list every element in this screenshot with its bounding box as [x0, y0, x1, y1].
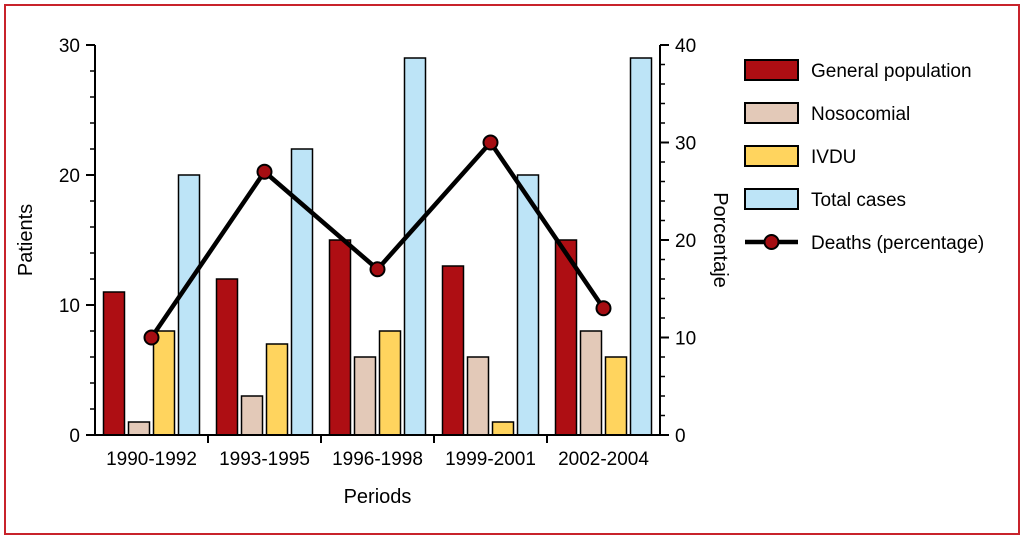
- deaths-marker: [595, 300, 612, 317]
- legend-label: Deaths (percentage): [811, 233, 984, 254]
- bar: [152, 330, 176, 436]
- legend-item: [744, 102, 799, 124]
- chart-text: 10: [59, 296, 80, 317]
- deaths-marker: [482, 134, 499, 151]
- bar: [441, 265, 465, 436]
- legend-label: Total cases: [811, 190, 906, 211]
- bar: [466, 356, 490, 436]
- legend-label: IVDU: [811, 147, 856, 168]
- bar: [579, 330, 603, 436]
- bar: [378, 330, 402, 436]
- legend-item: [745, 234, 798, 250]
- chart-text: 0: [69, 426, 80, 447]
- legend-swatch: [744, 188, 799, 210]
- chart-text: 10: [675, 329, 696, 350]
- chart-text: 30: [675, 134, 696, 155]
- bar: [240, 395, 264, 436]
- bar: [491, 421, 515, 436]
- chart-text: 20: [59, 166, 80, 187]
- bar: [127, 421, 151, 436]
- legend-item: [744, 188, 799, 210]
- axes: [86, 44, 669, 443]
- chart-text: 40: [675, 36, 696, 57]
- bar: [554, 239, 578, 436]
- bar: [328, 239, 352, 436]
- legend-swatch: [744, 145, 799, 167]
- left-axis-title: Patients: [15, 204, 37, 276]
- chart-text: 0: [675, 426, 686, 447]
- x-tick-label: 1999-2001: [445, 449, 536, 470]
- bar: [215, 278, 239, 436]
- bars-group: [102, 57, 653, 436]
- legend-item: [744, 145, 799, 167]
- chart-text: 20: [675, 231, 696, 252]
- bar: [353, 356, 377, 436]
- bar: [290, 148, 314, 436]
- legend-swatch: [744, 102, 799, 124]
- x-axis-title: Periods: [344, 486, 412, 508]
- deaths-marker: [143, 329, 160, 346]
- bar: [177, 174, 201, 436]
- x-tick-label: 1996-1998: [332, 449, 423, 470]
- legend-swatch: [744, 59, 799, 81]
- bar: [102, 291, 126, 436]
- legend-item: [744, 59, 799, 81]
- chart-text: 30: [59, 36, 80, 57]
- legend-label: Nosocomial: [811, 104, 910, 125]
- bar: [629, 57, 653, 436]
- legend-label: General population: [811, 61, 972, 82]
- bar: [403, 57, 427, 436]
- deaths-marker: [256, 163, 273, 180]
- bar: [265, 343, 289, 436]
- deaths-marker: [369, 261, 386, 278]
- bar: [604, 356, 628, 436]
- x-tick-label: 1990-1992: [106, 449, 197, 470]
- x-tick-label: 2002-2004: [558, 449, 649, 470]
- right-axis-title: Porcentaje: [709, 192, 731, 288]
- x-tick-label: 1993-1995: [219, 449, 310, 470]
- bar: [516, 174, 540, 436]
- legend-marker: [763, 234, 780, 250]
